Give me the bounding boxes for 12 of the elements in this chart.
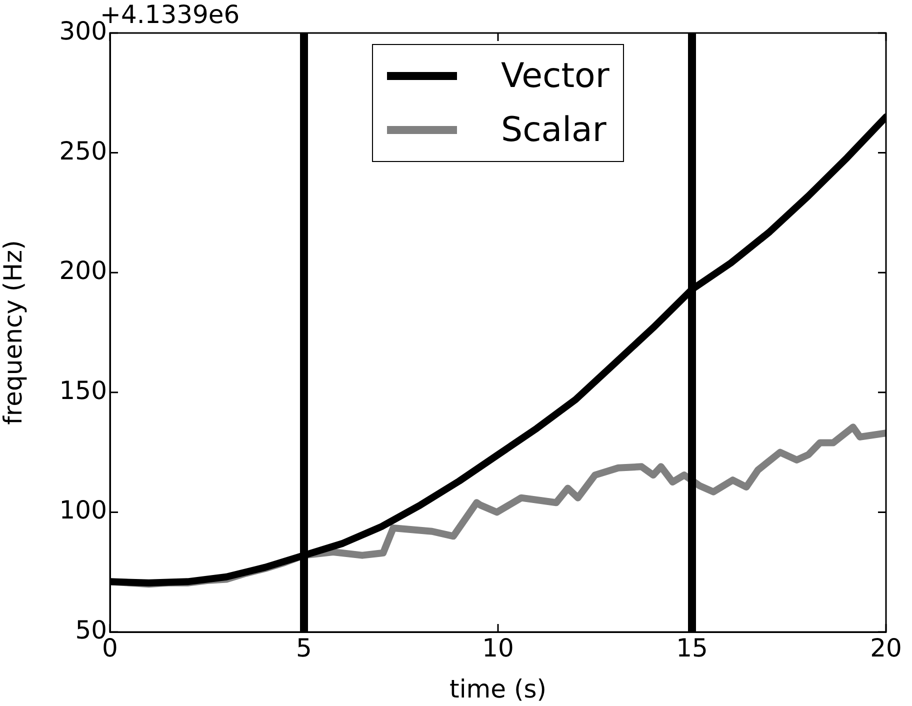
y-tick-label: 250 xyxy=(59,136,107,166)
x-axis-title: time (s) xyxy=(450,674,546,704)
x-tick-label: 5 xyxy=(296,634,312,662)
legend-label: Scalar xyxy=(501,110,606,150)
y-axis-title: frequency (Hz) xyxy=(0,240,28,425)
y-tick-label: 100 xyxy=(59,496,107,525)
y-tick-label: 150 xyxy=(59,376,107,405)
y-tick-label: 200 xyxy=(59,256,107,286)
legend-label: Vector xyxy=(501,56,610,96)
x-tick-label: 10 xyxy=(482,634,514,662)
x-tick-label: 15 xyxy=(676,634,708,662)
x-tick-label: 20 xyxy=(870,634,902,662)
